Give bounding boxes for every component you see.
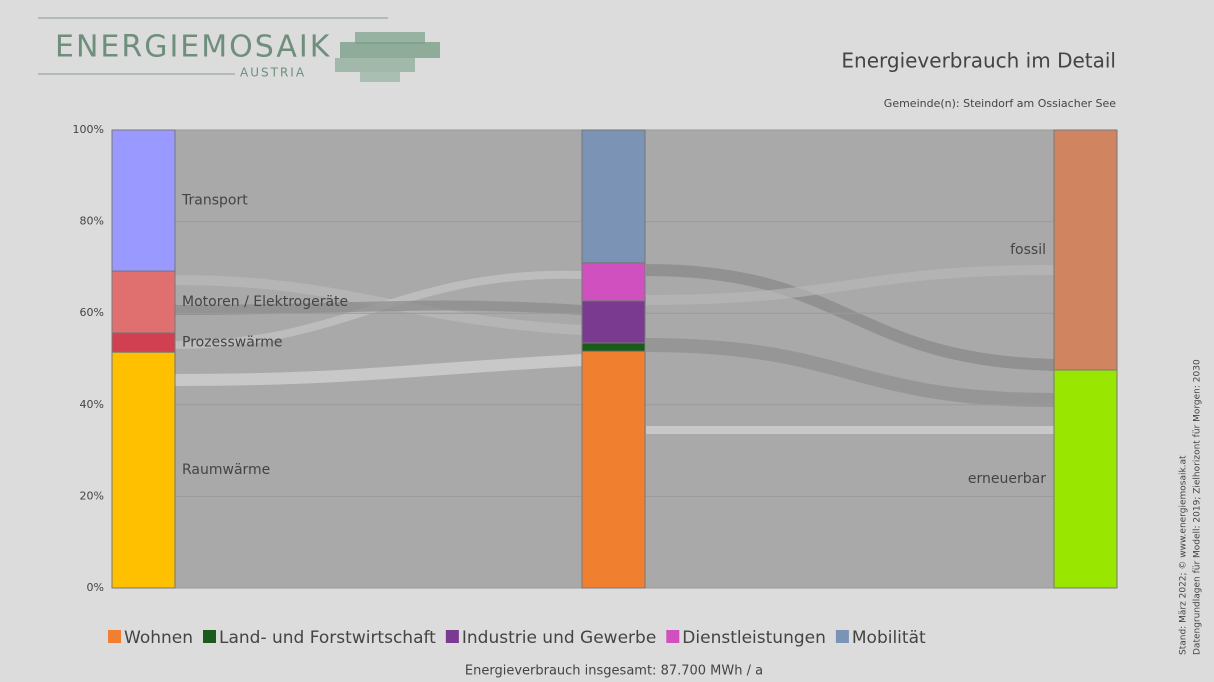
y-tick-label: 40% bbox=[80, 398, 104, 411]
column-segment bbox=[111, 332, 176, 353]
legend-label: Mobilität bbox=[852, 628, 926, 648]
legend-label: Land- und Forstwirtschaft bbox=[219, 628, 436, 648]
legend-swatch bbox=[203, 630, 216, 643]
legend-swatch bbox=[445, 630, 459, 643]
column-segment bbox=[581, 129, 646, 264]
segment-label: Raumwärme bbox=[182, 462, 270, 478]
legend-label: Dienstleistungen bbox=[682, 628, 826, 648]
legend-swatch bbox=[108, 630, 121, 643]
y-tick-label: 80% bbox=[80, 215, 104, 228]
legend-swatch bbox=[666, 630, 680, 643]
logo-country: AUSTRIA bbox=[240, 66, 306, 80]
column-segment bbox=[1053, 369, 1118, 589]
y-tick-label: 20% bbox=[80, 489, 104, 502]
column-segment bbox=[581, 300, 646, 344]
logo-mosaic bbox=[335, 32, 440, 82]
legend-label: Industrie und Gewerbe bbox=[462, 628, 656, 648]
column-segment bbox=[581, 262, 646, 302]
footer: Energieverbrauch insgesamt: 87.700 MWh /… bbox=[465, 664, 763, 679]
column-segment bbox=[1053, 129, 1118, 371]
legend-swatch bbox=[835, 630, 849, 643]
column-segment bbox=[581, 342, 646, 352]
side-note: Stand: März 2022; © www.energiemosaik.at bbox=[1179, 455, 1189, 655]
segment-label: fossil bbox=[1010, 242, 1046, 258]
column-segment bbox=[581, 350, 646, 589]
y-tick-label: 0% bbox=[87, 581, 104, 594]
side-note: Datengrundlagen für Modell: 2019; Zielho… bbox=[1193, 359, 1203, 655]
column-segment bbox=[111, 351, 176, 589]
column-segment bbox=[111, 270, 176, 334]
logo-name: ENERGIEMOSAIK bbox=[55, 30, 331, 65]
y-tick-label: 100% bbox=[73, 123, 104, 136]
segment-label: erneuerbar bbox=[968, 471, 1046, 487]
segment-label: Prozesswärme bbox=[182, 335, 283, 351]
flows bbox=[174, 264, 1055, 435]
segment-label: Transport bbox=[181, 193, 248, 209]
segment-label: Motoren / Elektrogeräte bbox=[182, 294, 348, 310]
chart-subtitle: Gemeinde(n): Steindorf am Ossiacher See bbox=[884, 97, 1116, 110]
column-segment bbox=[111, 129, 176, 272]
chart-title: Energieverbrauch im Detail bbox=[841, 49, 1116, 73]
legend-label: Wohnen bbox=[124, 628, 193, 648]
y-tick-label: 60% bbox=[80, 306, 104, 319]
